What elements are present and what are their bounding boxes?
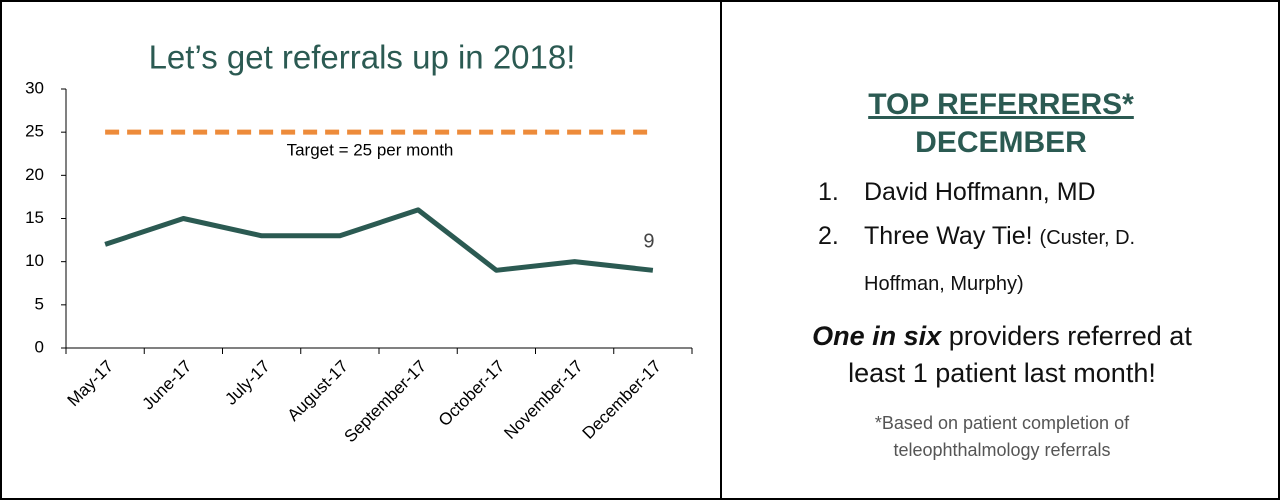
chart: Let’s get referrals up in 2018! 0 5 10 15 20…	[25, 39, 693, 447]
x-tick-label: July-17	[221, 357, 273, 409]
x-tick-label: June-17	[138, 357, 195, 414]
y-tick-label: 5	[35, 294, 44, 313]
subheading: DECEMBER	[915, 126, 1087, 159]
heading: TOP REFERRERS*	[868, 88, 1134, 121]
item-text: David Hoffmann, MD	[864, 178, 1096, 206]
y-tick-label: 25	[25, 122, 44, 141]
data-line	[104, 207, 654, 273]
y-tick-label: 30	[25, 78, 44, 97]
x-tick-label: December-17	[579, 357, 665, 443]
y-tick-label: 15	[25, 208, 44, 227]
y-tick-label: 10	[25, 251, 44, 270]
x-tick-label: September-17	[341, 357, 431, 447]
x-tick-label: November-17	[500, 357, 586, 443]
chart-title: Let’s get referrals up in 2018!	[149, 39, 576, 76]
item-number: 1.	[818, 178, 839, 206]
highlight-text: providers referred at least 1 patient la…	[848, 321, 1192, 388]
item-text: Three Way Tie!	[864, 222, 1033, 250]
highlight: One in six providers referred at least 1…	[782, 318, 1222, 392]
y-tick-label: 0	[35, 337, 44, 356]
data-label: 9	[643, 231, 654, 253]
x-tick-label: August-17	[284, 357, 352, 425]
x-tick-label: May-17	[64, 357, 118, 411]
side-panel: TOP REFERRERS* DECEMBER 1. David Hoffman…	[720, 2, 1280, 498]
item-body: Three Way Tie! (Custer, D. Hoffman, Murp…	[864, 214, 1194, 306]
y-tick-label: 20	[25, 165, 44, 184]
footnote: *Based on patient completion of teleopht…	[874, 413, 1130, 460]
item-number: 2.	[818, 222, 839, 250]
target-label: Target = 25 per month	[287, 141, 454, 160]
highlight-emphasis: One in six	[812, 321, 942, 351]
x-tick-label: October-17	[435, 357, 509, 431]
item-note: (Custer, D. Hoffman, Murphy)	[864, 227, 1136, 295]
